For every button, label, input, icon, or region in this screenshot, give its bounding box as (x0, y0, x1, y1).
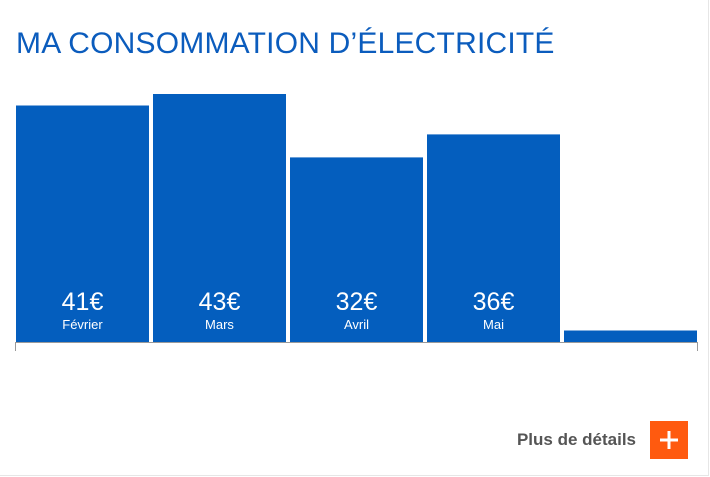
details-link[interactable]: Plus de détails (517, 421, 688, 459)
category-label: Juin (619, 317, 643, 332)
bar-value-label: 32€ (336, 288, 378, 316)
category-label: Avril (344, 317, 369, 332)
bar-group: 43€Mars (153, 94, 286, 342)
bar-group: 32€Avril (290, 157, 423, 342)
x-axis (15, 342, 698, 351)
bar (564, 330, 697, 342)
plus-icon (650, 421, 688, 459)
bar (153, 94, 286, 342)
category-label: Février (62, 317, 103, 332)
bar-value-label: 36€ (473, 288, 515, 316)
bar-group: 2€Juin (564, 288, 697, 342)
bar-value-label: 2€ (617, 288, 645, 316)
bar (16, 105, 149, 342)
category-label: Mai (483, 317, 504, 332)
bar-value-label: 43€ (199, 288, 241, 316)
bar (290, 157, 423, 342)
details-label: Plus de détails (516, 430, 636, 449)
category-label: Mars (205, 317, 234, 332)
bar (427, 134, 560, 342)
page-title: MA CONSOMMATION D’ÉLECTRICITÉ (16, 27, 555, 60)
bar-group: 36€Mai (427, 134, 560, 342)
plus-button[interactable] (650, 421, 688, 459)
bar-group: 41€Février (16, 105, 149, 342)
bar-value-label: 41€ (62, 288, 104, 316)
